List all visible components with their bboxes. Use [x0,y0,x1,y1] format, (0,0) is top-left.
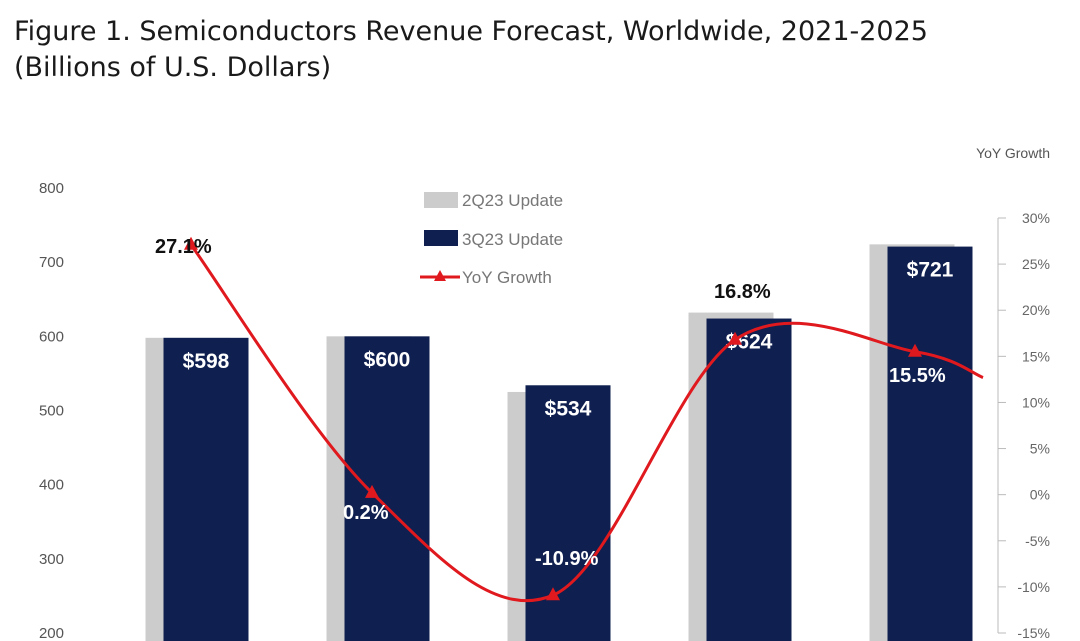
bar-3q23 [344,336,430,641]
y-tick-label: 300 [39,551,64,568]
bar-3q23 [163,337,249,641]
yoy-marker [908,343,922,357]
bar-value-label: $534 [545,397,592,420]
yoy-marker [365,484,379,498]
right-tick-label: 0% [1030,487,1050,503]
bar-3q23 [887,246,973,641]
y-tick-label: 500 [39,403,64,420]
legend-label-2q23: 2Q23 Update [462,191,563,210]
legend-swatch-yoy-marker [434,270,446,281]
legend-swatch-3q23 [424,230,458,246]
bar-value-label: $600 [364,348,411,371]
legend-label-3q23: 3Q23 Update [462,230,563,249]
right-tick-label: 15% [1022,348,1050,364]
yoy-value-label: -10.9% [535,548,599,570]
right-tick-label: 10% [1022,394,1050,410]
yoy-value-label: 27.1% [155,236,212,258]
legend-swatch-2q23 [424,192,458,208]
yoy-marker [546,587,560,601]
bar-value-label: $721 [907,259,954,282]
legend-label-yoy: YoY Growth [462,268,552,287]
yoy-value-label: 0.2% [343,502,389,524]
y-tick-label: 400 [39,477,64,494]
yoy-marker [728,331,742,345]
y-tick-label: 800 [39,180,64,197]
right-tick-label: -5% [1025,533,1050,549]
chart-title: Figure 1. Semiconductors Revenue Forecas… [14,14,928,86]
yoy-value-label: 15.5% [889,365,946,387]
right-axis-title: YoY Growth [976,145,1050,161]
right-tick-label: 25% [1022,256,1050,272]
title-line-2: (Billions of U.S. Dollars) [14,52,332,83]
y-tick-label: 700 [39,254,64,271]
right-tick-label: -10% [1017,579,1050,595]
y-tick-label: 200 [39,625,64,641]
bar-3q23 [706,318,792,641]
right-tick-label: 20% [1022,302,1050,318]
title-line-1: Figure 1. Semiconductors Revenue Forecas… [14,16,928,47]
right-tick-label: 5% [1030,441,1050,457]
yoy-growth-line [189,243,984,603]
bar-value-label: $598 [183,350,230,373]
yoy-marker [184,236,198,250]
right-tick-label: -15% [1017,625,1050,641]
right-tick-label: 30% [1022,210,1050,226]
y-tick-label: 600 [39,328,64,345]
yoy-value-label: 16.8% [714,281,771,303]
bar-3q23 [525,385,611,641]
